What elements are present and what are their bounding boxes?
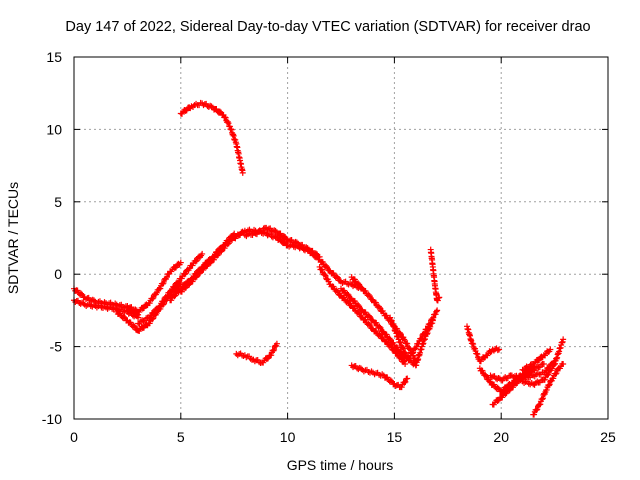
axis-ticks	[73, 56, 609, 420]
series-arc-9	[177, 99, 246, 176]
data-point-markers	[483, 345, 503, 359]
data-point-markers	[135, 250, 206, 327]
series-arc-28	[519, 346, 554, 374]
x-tick-label: 25	[600, 429, 616, 445]
data-point-markers	[305, 248, 366, 292]
data-point-markers	[489, 360, 547, 408]
chart-title: Day 147 of 2022, Sidereal Day-to-day VTE…	[65, 19, 590, 35]
data-point-markers	[316, 263, 409, 367]
y-tick-label: 0	[54, 266, 62, 282]
x-axis-label: GPS time / hours	[287, 457, 394, 473]
series-arc-13	[305, 248, 366, 292]
data-point-markers	[124, 259, 184, 316]
data-point-markers	[397, 307, 441, 362]
x-tick-label: 15	[387, 429, 403, 445]
series-arc-26	[530, 360, 567, 418]
data-points	[71, 99, 567, 418]
data-point-markers	[519, 336, 567, 388]
data-point-markers	[177, 99, 246, 176]
series-arc-17	[348, 362, 411, 391]
series-arc-20	[427, 246, 443, 304]
y-tick-label: -5	[50, 339, 63, 355]
data-point-markers	[188, 230, 238, 285]
data-point-markers	[233, 340, 280, 367]
plot-frame	[73, 56, 609, 420]
series-arc-12	[233, 340, 280, 367]
series-arc-8	[188, 230, 238, 285]
y-tick-label: -10	[42, 411, 62, 427]
series-arc-22	[483, 345, 503, 359]
x-tick-labels: 0 5 10 15 20 25	[70, 429, 616, 445]
grid	[74, 57, 608, 419]
series-arc-4	[124, 259, 184, 316]
data-point-markers	[427, 246, 443, 304]
series-arc-27	[519, 336, 567, 388]
series-arc-21	[464, 323, 490, 365]
data-point-markers	[464, 323, 490, 365]
series-arc-14	[316, 263, 409, 367]
data-point-markers	[519, 346, 554, 374]
y-tick-label: 15	[46, 49, 62, 65]
x-tick-label: 0	[70, 429, 78, 445]
y-tick-labels: -10 -5 0 5 10 15	[42, 49, 62, 427]
series-arc-25	[489, 360, 547, 408]
x-tick-label: 20	[493, 429, 509, 445]
data-point-markers	[530, 360, 567, 418]
y-tick-label: 5	[54, 194, 62, 210]
data-point-markers	[348, 362, 411, 391]
x-tick-label: 5	[177, 429, 185, 445]
y-tick-label: 10	[46, 121, 62, 137]
x-tick-label: 10	[280, 429, 296, 445]
series-arc-5	[135, 250, 206, 327]
y-axis-label: SDTVAR / TECUs	[5, 182, 21, 294]
series-arc-19	[397, 307, 441, 362]
